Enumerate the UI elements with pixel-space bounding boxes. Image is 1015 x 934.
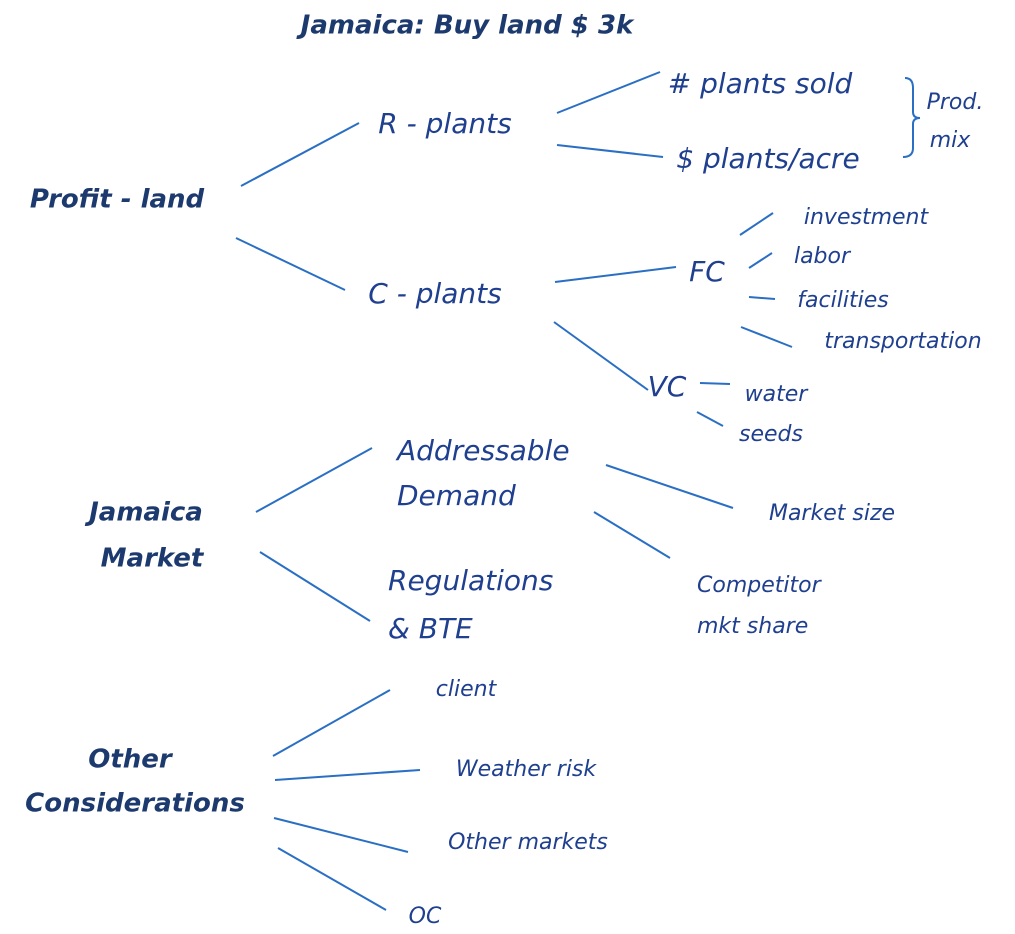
node-label: Weather risk bbox=[456, 757, 598, 782]
connector bbox=[240, 122, 360, 187]
node-label: Other markets bbox=[448, 830, 608, 855]
connector bbox=[235, 237, 346, 291]
connectors bbox=[235, 71, 921, 911]
connector bbox=[748, 296, 776, 300]
node-label: transportation bbox=[824, 329, 981, 354]
node-label: Competitor bbox=[697, 573, 823, 598]
connector bbox=[748, 252, 773, 269]
node-label: Market bbox=[101, 544, 205, 574]
connector bbox=[554, 266, 677, 283]
connector bbox=[273, 817, 409, 853]
bracket bbox=[902, 77, 921, 158]
node-label: R - plants bbox=[378, 107, 511, 140]
connector bbox=[259, 551, 371, 622]
connector bbox=[553, 321, 649, 391]
node-label: facilities bbox=[797, 288, 888, 313]
node-label: Profit - land bbox=[30, 185, 205, 215]
node-label: mix bbox=[930, 128, 972, 153]
title: Jamaica: Buy land $ 3k bbox=[296, 11, 635, 41]
node-label: Regulations bbox=[388, 564, 553, 597]
connector bbox=[696, 411, 724, 427]
node-label: Jamaica bbox=[84, 498, 203, 528]
node-label: seeds bbox=[739, 422, 803, 447]
node-label: FC bbox=[689, 255, 725, 288]
node-label: Other bbox=[88, 745, 174, 775]
connector bbox=[699, 382, 731, 385]
node-label: mkt share bbox=[697, 614, 808, 639]
node-label: Market size bbox=[769, 501, 895, 526]
connector bbox=[739, 212, 774, 236]
node-label: labor bbox=[794, 244, 852, 269]
node-label: # plants sold bbox=[668, 67, 853, 100]
connector bbox=[605, 464, 734, 509]
node-label: water bbox=[745, 382, 810, 407]
node-label: OC bbox=[409, 904, 442, 929]
node-label: Addressable bbox=[395, 434, 570, 467]
connector bbox=[556, 71, 661, 114]
node-label: C - plants bbox=[368, 277, 501, 310]
node-label: $ plants/acre bbox=[676, 142, 859, 175]
node-label: VC bbox=[648, 370, 687, 403]
connector bbox=[740, 326, 793, 348]
node-label: & BTE bbox=[388, 612, 473, 645]
connector bbox=[556, 144, 664, 158]
node-label: client bbox=[436, 677, 498, 702]
node-label: Prod. bbox=[927, 90, 984, 115]
node-label: Demand bbox=[397, 479, 516, 512]
node-label: investment bbox=[804, 205, 930, 230]
connector bbox=[274, 769, 421, 781]
connector bbox=[593, 511, 671, 559]
connector bbox=[255, 447, 373, 513]
connector bbox=[277, 847, 387, 911]
node-label: Considerations bbox=[25, 789, 245, 819]
connector bbox=[272, 689, 391, 757]
